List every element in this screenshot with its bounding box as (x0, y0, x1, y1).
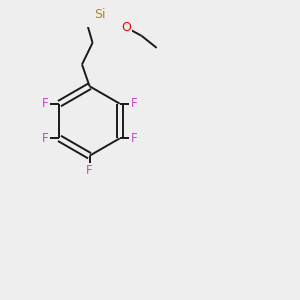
Text: O: O (121, 21, 131, 34)
Text: O: O (73, 0, 82, 1)
Text: Si: Si (94, 8, 106, 21)
Text: O: O (117, 0, 127, 3)
Text: F: F (42, 132, 48, 145)
Text: F: F (42, 97, 48, 110)
Text: F: F (86, 164, 93, 177)
Text: F: F (131, 132, 137, 145)
Text: F: F (131, 97, 137, 110)
